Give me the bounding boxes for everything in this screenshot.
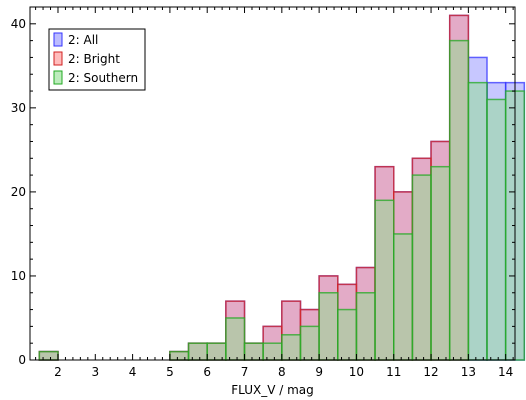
bar-series2-bin2 [187, 342, 208, 361]
x-tick-label: 3 [91, 365, 99, 379]
y-tick-label: 10 [11, 269, 26, 283]
bar-series2-bin16 [448, 39, 470, 361]
ticks-layer: 2 3 4 5 6 7 8 9 10 11 12 13 14 0 10 20 30 40 [11, 6, 515, 379]
y-tick-label: 20 [11, 185, 26, 199]
x-tick-label: 12 [423, 365, 438, 379]
legend-swatch-0 [53, 32, 63, 47]
legend-swatch-2 [53, 70, 63, 85]
bar-series2-bin14 [411, 174, 432, 361]
x-axis-label: FLUX_V / mag [231, 383, 314, 397]
bar-series2-bin10 [337, 308, 358, 361]
bar-series2-bin1 [169, 350, 190, 361]
x-tick-label: 7 [241, 365, 249, 379]
bar-series2-bin11 [355, 292, 376, 361]
legend[interactable]: 2: All 2: Bright 2: Southern [48, 28, 146, 91]
x-tick-label: 5 [166, 365, 174, 379]
x-tick-label: 14 [498, 365, 513, 379]
bars-layer [38, 14, 526, 361]
legend-entry-2: 2: Southern [68, 71, 138, 85]
legend-box [48, 28, 146, 91]
bar-series2-bin9 [318, 292, 339, 361]
legend-swatch-1 [53, 51, 63, 66]
bar-series2-bin6 [262, 342, 283, 361]
x-tick-label: 9 [315, 365, 323, 379]
x-tick-label: 4 [129, 365, 137, 379]
y-tick-label: 0 [18, 353, 26, 367]
bar-series2-bin7 [281, 334, 302, 361]
bar-series2-bin4 [225, 317, 246, 361]
bar-series2-bin17 [467, 81, 488, 361]
bar-series2-bin5 [243, 342, 264, 361]
legend-entry-0: 2: All [68, 33, 98, 47]
bar-series2-bin3 [206, 342, 227, 361]
bar-series2-bin12 [374, 199, 395, 361]
plot-frame [29, 6, 516, 361]
x-tick-label: 8 [278, 365, 286, 379]
y-tick-label: 40 [11, 17, 26, 31]
x-tick-label: 13 [461, 365, 476, 379]
bar-series2-bin15 [430, 165, 451, 361]
x-tick-label: 2 [54, 365, 62, 379]
bar-series2-bin13 [393, 233, 414, 361]
legend-entry-1: 2: Bright [68, 52, 120, 66]
y-tick-label: 30 [11, 101, 26, 115]
bar-series2-bin0 [38, 350, 59, 361]
x-tick-label: 11 [386, 365, 401, 379]
bar-series2-bin8 [299, 325, 320, 361]
x-tick-label: 10 [349, 365, 364, 379]
x-tick-label: 6 [203, 365, 211, 379]
bar-series2-bin18 [486, 98, 507, 361]
